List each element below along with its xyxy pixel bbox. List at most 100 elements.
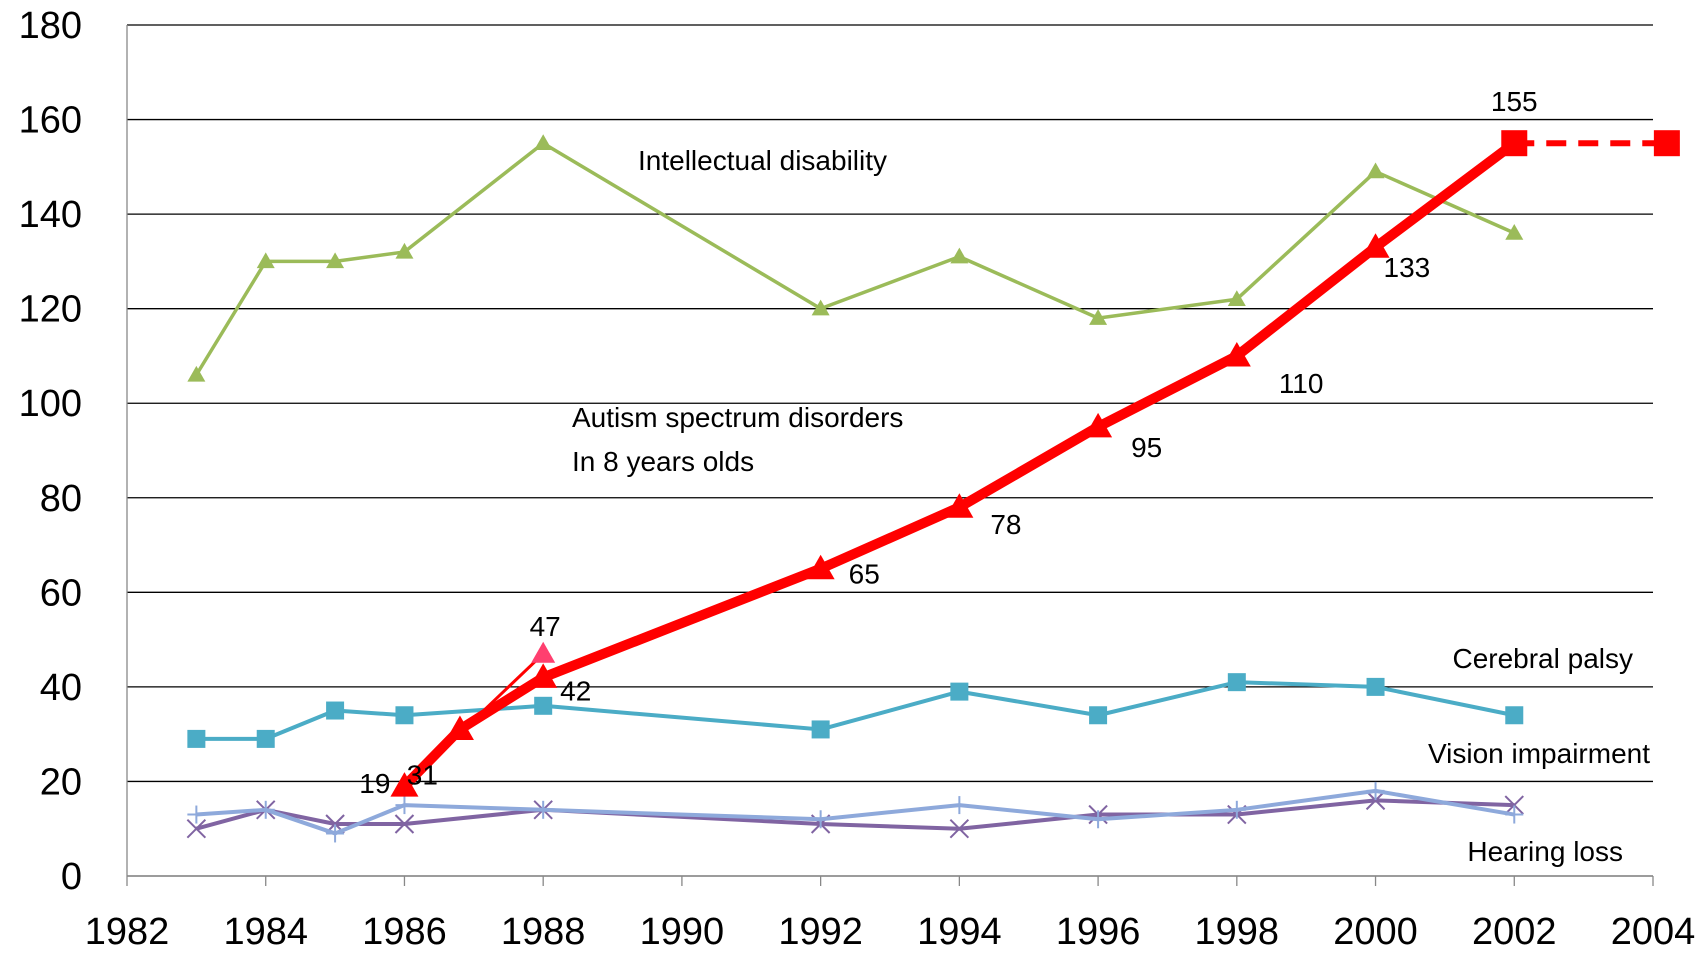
point-hearing-loss-9-b [1365,790,1386,811]
point-vision-impairment-4 [534,800,553,819]
point-vision-impairment-5 [811,810,830,829]
point-vision-impairment-3 [395,796,414,815]
data-label-autism-8: 155 [1491,86,1538,117]
data-label-autism-4: 78 [990,509,1021,540]
point-hearing-loss-6-b [949,819,970,839]
series-cerebral-palsy [187,673,1524,748]
point-cerebral-palsy-4 [534,696,553,715]
series-intellectual-disability [187,134,1524,382]
x-tick-label-1988: 1988 [501,911,586,953]
series-branch-autism-spectrum-disorders [403,652,545,788]
point-cerebral-palsy-2 [326,701,345,720]
data-label-autism-2: 42 [560,675,591,706]
point-hearing-loss-6 [949,819,970,839]
data-label-autism-extra: 47 [530,611,561,642]
series-name-label-cerebral-palsy-0: Cerebral palsy [1452,643,1633,674]
point-autism-spectrum-disorders-8 [1501,130,1528,157]
point-autism-spectrum-disorders-6 [1222,341,1251,367]
point-autism-spectrum-disorders-0 [390,772,419,797]
point-cerebral-palsy-10 [1505,706,1524,725]
point-vision-impairment-10 [1505,805,1524,824]
x-tick-label-1994: 1994 [917,911,1002,953]
series-line-intellectual-disability [194,141,1515,376]
x-tick-label-1998: 1998 [1195,911,1280,953]
y-tick-label-60: 60 [40,572,82,614]
y-tick-label-180: 180 [19,5,82,47]
series-name-label-vision-impairment-0: Vision impairment [1428,738,1650,769]
data-label-autism-6: 110 [1279,368,1324,399]
series-line-cerebral-palsy [196,680,1515,741]
point-hearing-loss-0-b [186,819,207,839]
data-label-autism-5: 95 [1131,432,1162,463]
point-cerebral-palsy-1 [256,729,275,748]
point-intellectual-disability-7 [1089,309,1108,325]
point-autism-spectrum-disorders-2 [529,663,558,688]
point-intellectual-disability-2 [326,252,345,269]
point-vision-impairment-0 [187,805,206,824]
point-autism-spectrum-disorders-7 [1361,233,1390,258]
x-tick-label-1992: 1992 [778,911,863,953]
point-hearing-loss-9 [1365,790,1386,811]
point-intellectual-disability-9 [1366,162,1385,179]
x-tick-label-2002: 2002 [1472,911,1557,953]
y-tick-label-20: 20 [40,761,82,803]
point-vision-impairment-1 [256,800,275,819]
data-label-autism-1: 31 [407,759,438,790]
point-cerebral-palsy-3 [395,706,414,725]
point-vision-impairment-8 [1227,800,1246,819]
point-vision-impairment-7 [1089,810,1108,829]
labels-layer: Intellectual disability Autism spectrum d… [359,86,1650,867]
x-tick-label-1986: 1986 [362,911,447,953]
series-vision-impairment [187,781,1524,843]
point-intellectual-disability-10 [1505,224,1524,240]
x-tick-label-1990: 1990 [640,911,725,953]
point-hearing-loss-10-b [1504,795,1524,815]
series-layer [186,130,1680,843]
y-tick-label-120: 120 [19,289,82,331]
projection-marker-autism-spectrum-disorders [1653,130,1680,157]
series-name-label-autism-spectrum-disorders-0: Autism spectrum disorders [572,402,903,433]
data-label-autism-3: 65 [849,559,880,590]
point-intellectual-disability-1 [256,252,275,269]
point-hearing-loss-3 [394,814,415,834]
series-autism-spectrum-disorders [390,130,1680,797]
x-tick-label-1982: 1982 [85,911,170,953]
point-vision-impairment-2 [326,824,345,843]
data-label-autism-0: 19 [359,768,390,799]
x-tick-label-1996: 1996 [1056,911,1141,953]
point-vision-impairment-6 [950,796,969,815]
series-name-label-autism-spectrum-disorders-1: In 8 years olds [572,446,754,477]
point-cerebral-palsy-5 [811,720,830,739]
point-cerebral-palsy-7 [1089,706,1108,725]
extra-point-marker-autism-spectrum-disorders [531,641,556,663]
point-cerebral-palsy-8 [1227,673,1246,692]
y-tick-label-160: 160 [19,100,82,142]
series-name-label-intellectual-disability-0: Intellectual disability [638,145,887,176]
point-hearing-loss-0 [186,819,207,839]
point-cerebral-palsy-9 [1366,677,1385,696]
point-intellectual-disability-8 [1227,290,1246,306]
point-cerebral-palsy-6 [950,682,969,701]
point-vision-impairment-9 [1366,781,1385,800]
point-hearing-loss-3-b [394,814,415,834]
y-tick-label-80: 80 [40,478,82,520]
point-autism-spectrum-disorders-4 [945,493,974,518]
y-tick-label-140: 140 [19,194,82,236]
series-name-label-hearing-loss-0: Hearing loss [1467,836,1623,867]
point-intellectual-disability-6 [950,247,969,264]
axes: 0 20 40 60 80 100 120 140 160 180 1982 1984 1986 1988… [19,5,1696,953]
point-autism-spectrum-disorders-1 [445,715,474,740]
y-tick-label-0: 0 [61,856,82,898]
x-tick-label-2000: 2000 [1333,911,1418,953]
point-cerebral-palsy-0 [187,729,206,748]
point-autism-spectrum-disorders-3 [806,554,835,580]
data-label-autism-7: 133 [1384,252,1431,283]
y-tick-label-40: 40 [40,667,82,709]
point-intellectual-disability-3 [395,242,414,259]
x-tick-label-1984: 1984 [223,911,308,953]
x-tick-label-2004: 2004 [1611,911,1696,953]
point-intellectual-disability-0 [187,365,206,382]
point-hearing-loss-10 [1504,795,1524,815]
point-intellectual-disability-4 [534,134,553,150]
